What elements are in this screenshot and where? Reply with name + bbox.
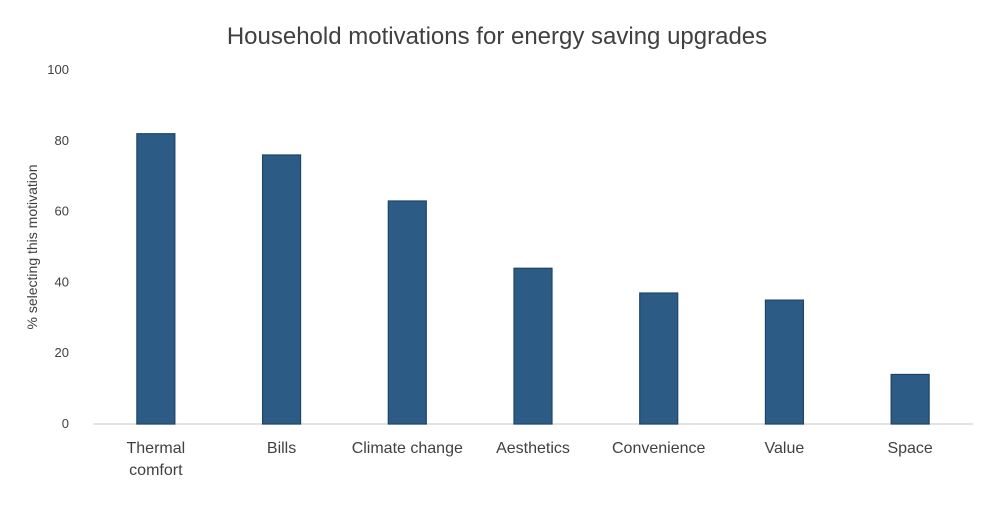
x-tick-label: Climate change (352, 440, 463, 457)
y-tick-label: 80 (55, 133, 69, 148)
bar (639, 292, 679, 425)
x-tick-label: Convenience (612, 440, 706, 457)
bar (890, 373, 930, 425)
y-tick-label: 20 (55, 345, 69, 360)
y-tick-label: 100 (47, 62, 69, 77)
bar (261, 154, 302, 425)
y-tick-group: 0 20 40 60 80 100 (47, 62, 69, 431)
bar (513, 267, 553, 425)
x-tick-label: Bills (267, 440, 296, 457)
y-axis-label: % selecting this motivation (24, 165, 40, 330)
bars-group (136, 133, 930, 425)
y-tick-label: 0 (62, 416, 69, 431)
x-tick-label: Thermal (127, 440, 186, 457)
x-tick-label: Space (887, 440, 932, 457)
bar (764, 299, 805, 425)
x-tick-group: Thermal comfort Bills Climate change Aesthet… (127, 440, 933, 479)
bar (136, 133, 176, 425)
x-tick-label: Aesthetics (496, 440, 570, 457)
x-tick-label: comfort (129, 462, 183, 479)
y-tick-label: 40 (55, 274, 69, 289)
x-tick-label: Value (765, 440, 805, 457)
bar (387, 200, 427, 425)
y-tick-label: 60 (55, 204, 69, 219)
chart-title: Household motivations for energy saving … (227, 23, 767, 50)
